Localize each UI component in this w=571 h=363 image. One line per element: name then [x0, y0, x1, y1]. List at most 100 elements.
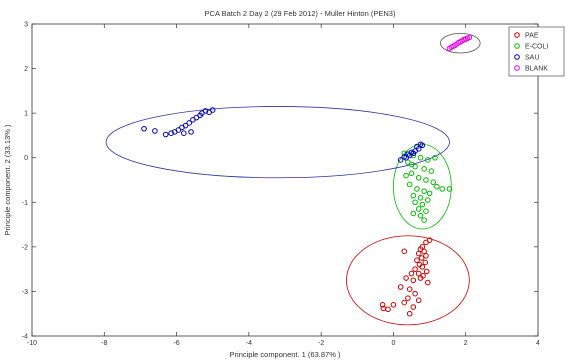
point-pae: [406, 286, 413, 293]
point-e-coli: [423, 208, 429, 214]
point-sau: [175, 127, 182, 133]
x-axis-ticks: -10 -8 -6 -4 -2 0 2 4: [27, 24, 540, 347]
legend-label-sau: SAU: [525, 55, 539, 62]
point-e-coli: [410, 192, 417, 199]
point-e-coli: [434, 183, 440, 190]
y-tick-label: 1: [24, 111, 28, 118]
point-pae: [410, 277, 417, 284]
point-e-coli: [426, 190, 433, 197]
legend-label-blank: BLANK: [525, 66, 548, 73]
point-e-coli: [430, 179, 436, 186]
point-pae: [379, 302, 386, 308]
point-e-coli: [421, 217, 427, 223]
point-e-coli: [401, 150, 408, 157]
point-sau: [152, 128, 158, 134]
legend: PAE E-COLI SAU BLANK: [508, 26, 565, 77]
ellipse-pae: [346, 235, 470, 326]
point-e-coli: [408, 170, 415, 177]
point-sau: [182, 122, 189, 129]
point-sau: [162, 131, 169, 138]
legend-marker-blank: [514, 65, 520, 71]
point-e-coli: [417, 212, 424, 219]
point-sau: [188, 129, 194, 135]
point-sau: [397, 157, 404, 163]
point-pae: [423, 252, 429, 259]
point-pae: [380, 305, 387, 312]
points-layer: [141, 34, 473, 317]
point-pae: [401, 248, 408, 255]
point-e-coli: [408, 161, 415, 168]
point-e-coli: [417, 154, 424, 161]
point-e-coli: [421, 166, 427, 172]
point-e-coli: [415, 206, 422, 212]
point-pae: [415, 270, 422, 277]
x-tick-label: -6: [173, 340, 179, 347]
x-axis-label: Principle component. 1 (63.87% ): [230, 350, 341, 359]
point-e-coli: [424, 157, 431, 163]
y-tick-label: -1: [22, 200, 28, 207]
point-sau: [405, 151, 411, 157]
point-blank: [466, 34, 473, 41]
point-e-coli: [419, 201, 426, 208]
point-pae: [417, 275, 424, 281]
point-pae: [408, 270, 415, 277]
point-e-coli: [412, 199, 418, 206]
point-pae: [423, 268, 430, 275]
point-pae: [405, 295, 411, 301]
point-sau: [202, 108, 209, 114]
point-pae: [415, 297, 422, 304]
legend-label-pae: PAE: [525, 33, 539, 40]
x-tick-label: -2: [318, 340, 324, 347]
point-sau: [401, 154, 408, 160]
y-tick-label: 0: [24, 155, 28, 162]
legend-marker-sau: [514, 54, 520, 60]
point-e-coli: [421, 188, 427, 194]
point-sau: [414, 143, 420, 150]
point-pae: [415, 250, 422, 257]
x-tick-label: -10: [27, 340, 37, 347]
plot-area: [31, 23, 539, 337]
y-axis-ticks: -4 -3 -2 -1 0 1 2 3: [22, 22, 538, 341]
y-tick-label: -4: [22, 334, 28, 341]
point-blank: [452, 42, 458, 49]
y-tick-label: -3: [22, 289, 28, 296]
point-pae: [421, 248, 427, 255]
point-e-coli: [417, 195, 424, 201]
chart-title: PCA Batch 2 Day 2 (29 Feb 2012) - Muller…: [205, 9, 396, 18]
point-pae: [419, 264, 426, 270]
x-tick-label: -8: [101, 340, 107, 347]
legend-marker-e-coli: [514, 43, 520, 49]
y-tick-label: 2: [24, 66, 28, 73]
point-pae: [406, 310, 413, 317]
point-pae: [423, 239, 429, 246]
x-tick-label: 4: [536, 340, 540, 347]
point-sau: [209, 107, 216, 113]
legend-box: [508, 26, 565, 77]
point-e-coli: [403, 172, 409, 179]
x-tick-label: -4: [246, 340, 252, 347]
y-tick-label: 3: [24, 22, 28, 29]
point-e-coli: [439, 186, 446, 192]
point-pae: [397, 284, 404, 290]
point-sau: [141, 125, 147, 132]
legend-marker-pae: [514, 32, 520, 38]
point-pae: [424, 279, 431, 286]
point-e-coli: [414, 186, 420, 192]
point-pae: [412, 290, 418, 297]
point-pae: [410, 304, 417, 310]
point-pae: [412, 266, 418, 272]
x-tick-label: 2: [464, 340, 468, 347]
point-pae: [403, 275, 409, 281]
point-sau: [419, 142, 426, 149]
y-axis-label: Principle component. 2 (33.13% ): [3, 124, 12, 235]
legend-label-e-coli: E-COLI: [525, 44, 548, 51]
x-tick-label: 0: [391, 340, 395, 347]
point-pae: [401, 299, 408, 306]
ellipse-sau: [105, 106, 450, 179]
point-sau: [186, 120, 193, 126]
point-e-coli: [423, 177, 429, 183]
y-tick-label: -2: [22, 244, 28, 251]
point-pae: [414, 257, 420, 264]
point-sau: [168, 130, 174, 136]
